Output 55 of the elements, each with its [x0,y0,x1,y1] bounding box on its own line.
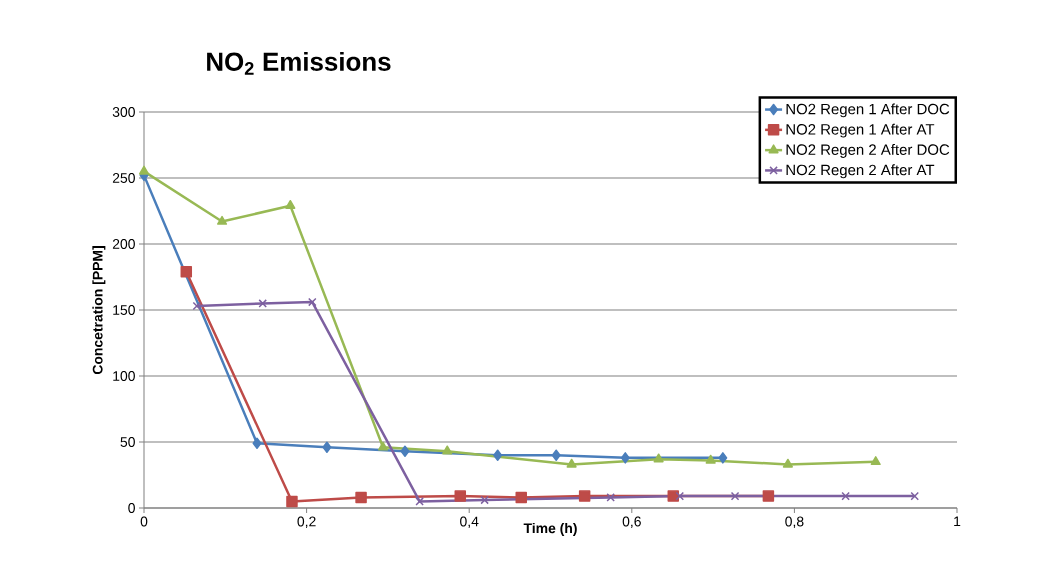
y-tick-label: 100 [113,371,135,381]
x-axis-title: Time (h) [523,522,577,536]
point [606,493,615,502]
y-axis-title: Concetration [PPM] [92,246,106,375]
x-tick-label: 0,2 [297,516,316,529]
x-tick-label: 0 [140,516,148,527]
point [515,491,527,504]
point [454,490,467,502]
y-tick-label: 300 [112,107,135,117]
point [252,437,262,450]
y-tick-label: 50 [120,437,135,447]
point [377,441,389,451]
point [258,299,267,308]
legend-label: NO2 Regen 2 After DOC [786,143,950,158]
point [566,458,577,468]
legend-label: NO2 Regen 1 After DOC [786,103,950,118]
point [442,445,453,455]
point [705,454,716,464]
x-tick-label: 1 [954,516,961,527]
point [180,265,193,278]
point [480,495,489,505]
point [653,453,664,463]
point [285,199,296,209]
legend-label: NO2 Regen 1 After AT [786,123,935,138]
point [675,491,685,501]
x-tick-label: 0,4 [460,516,479,529]
point [493,449,503,461]
point [870,456,881,466]
point [286,495,298,508]
y-tick-label: 250 [112,173,135,183]
point [841,491,850,501]
point [138,165,150,175]
legend-label: NO2 Regen 2 After AT [786,164,935,179]
point [730,491,740,501]
y-tick-label: 0 [128,503,135,513]
point [355,491,367,504]
chart-title: NO$_{2}$ Emissions [207,51,391,75]
point [308,297,317,307]
point [578,490,591,502]
point [782,458,793,468]
point [667,490,680,502]
point [718,452,728,464]
point [216,215,228,225]
x-tick-label: 0,6 [622,516,641,529]
x-tick-label: 0,8 [785,516,804,529]
point [910,491,920,501]
y-tick-label: 150 [113,305,135,315]
point [762,490,775,502]
point [322,441,332,454]
point [415,497,424,506]
y-tick-label: 200 [112,239,135,249]
point [620,452,630,464]
point [400,445,410,457]
point [192,301,202,311]
point [551,449,561,461]
